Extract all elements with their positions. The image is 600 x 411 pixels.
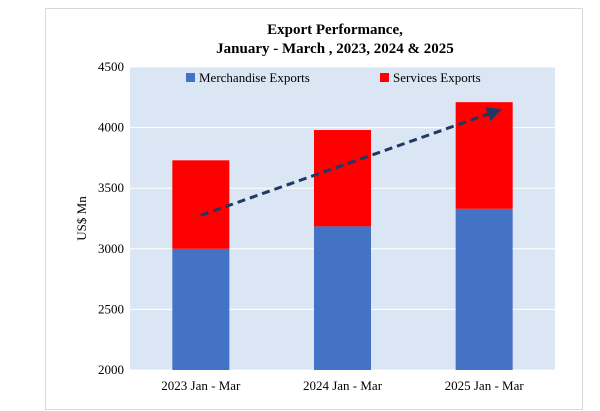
x-tick-label: 2024 Jan - Mar [303,378,383,393]
x-tick-label: 2025 Jan - Mar [445,378,525,393]
legend-swatch [186,73,195,82]
legend-swatch [380,73,389,82]
bar-merchandise-exports [314,226,371,370]
bar-services-exports [455,102,513,209]
y-tick-label: 3000 [98,241,124,256]
chart-title: Export Performance, [267,22,403,38]
chart-subtitle: January - March , 2023, 2024 & 2025 [216,41,454,57]
bar-merchandise-exports [455,208,513,370]
bar-merchandise-exports [172,248,230,370]
bar-services-exports [172,160,230,249]
y-tick-label: 3500 [98,180,124,195]
bar-services-exports [314,130,371,227]
y-axis-label: US$ Mn [74,196,89,241]
y-tick-label: 2500 [98,301,124,316]
x-tick-label: 2023 Jan - Mar [161,378,241,393]
y-tick-label: 2000 [98,362,124,377]
y-tick-label: 4500 [98,59,124,74]
trend-arrow [200,107,502,217]
legend-label: Services Exports [393,70,481,85]
legend-label: Merchandise Exports [199,70,310,85]
y-tick-label: 4000 [98,120,124,135]
